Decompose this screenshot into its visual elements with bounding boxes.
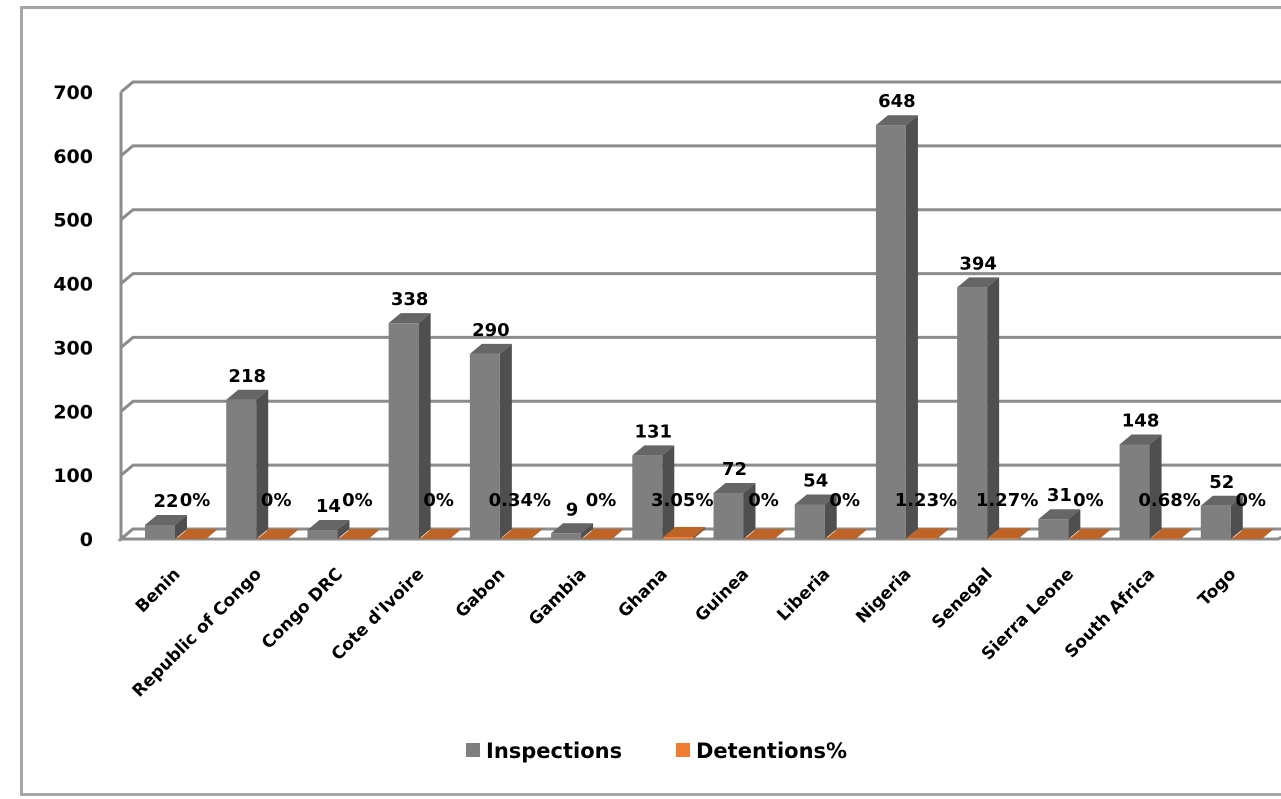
bar-side	[1150, 434, 1162, 539]
bar-front	[907, 538, 937, 539]
detentions-data-label: 0.34%	[489, 490, 551, 511]
legend-label: Detentions%	[696, 739, 847, 763]
inspections-data-label: 338	[391, 289, 429, 310]
inspections-data-label: 52	[1209, 472, 1234, 493]
y-tick-label: 400	[53, 274, 93, 296]
gridline	[121, 465, 1281, 475]
category-label: Congo DRC	[258, 564, 347, 653]
inspections-bar	[1120, 434, 1162, 539]
bar-front	[145, 525, 175, 539]
category-label: Gambia	[525, 564, 590, 629]
y-axis-ticks: 0 100 200 300 400 500 600 700	[53, 82, 93, 551]
category-label: Senegal	[928, 564, 997, 633]
bar-front	[795, 505, 825, 539]
inspections-data-label: 31	[1047, 485, 1072, 506]
gridlines	[121, 82, 1281, 475]
chart-walls	[121, 92, 1281, 539]
detentions-data-label: 0%	[1073, 490, 1104, 511]
y-tick-label: 300	[53, 337, 93, 359]
legend: Inspections Detentions%	[466, 739, 847, 763]
y-tick-label: 200	[53, 401, 93, 423]
detentions-data-label: 0%	[342, 490, 373, 511]
inspections-data-label: 9	[566, 499, 579, 520]
gridline	[121, 82, 1281, 92]
inspections-bar	[226, 390, 268, 539]
inspections-data-label: 54	[803, 471, 828, 492]
inspections-data-label: 22	[153, 491, 178, 512]
inspections-data-label: 131	[634, 421, 672, 442]
bar-front	[663, 537, 693, 539]
detentions-data-label: 1.23%	[895, 490, 957, 511]
category-label: Gabon	[452, 564, 510, 622]
y-tick-label: 0	[80, 529, 93, 551]
inspections-bar	[876, 115, 918, 539]
gridline	[121, 210, 1281, 220]
bar-front	[470, 354, 500, 539]
detentions-data-label: 0%	[261, 490, 292, 511]
bar-front	[714, 493, 744, 539]
inspections-data-label: 14	[316, 496, 341, 517]
legend-swatch	[676, 743, 690, 757]
legend-label: Inspections	[486, 739, 622, 763]
detentions-data-label: 3.05%	[651, 490, 713, 511]
detentions-data-label: 0%	[423, 490, 454, 511]
bar-front	[1201, 506, 1231, 539]
detentions-data-label: 0%	[586, 490, 617, 511]
gridline	[121, 146, 1281, 156]
category-label: Guinea	[692, 564, 754, 626]
bar-front	[551, 533, 581, 539]
bar-front	[389, 323, 419, 539]
category-label: Nigeria	[852, 564, 915, 627]
detentions-data-label: 1.27%	[976, 490, 1038, 511]
bar-front	[1038, 519, 1068, 539]
bar-front	[226, 400, 256, 539]
y-tick-label: 500	[53, 210, 93, 232]
inspections-data-label: 648	[878, 91, 916, 112]
bar-front	[307, 530, 337, 539]
bar-front	[988, 538, 1018, 539]
inspections-data-label: 218	[228, 366, 266, 387]
detentions-data-label: 0%	[180, 490, 211, 511]
inspections-data-label: 394	[959, 253, 997, 274]
legend-swatch	[466, 743, 480, 757]
detentions-data-label: 0%	[1236, 490, 1267, 511]
category-label: Ghana	[614, 564, 671, 621]
gridline	[121, 274, 1281, 284]
inspections-data-label: 72	[722, 459, 747, 480]
bar-side	[256, 390, 268, 539]
category-label: Liberia	[773, 564, 834, 625]
inspections-data-label: 290	[472, 320, 510, 341]
bar-side	[906, 115, 918, 539]
category-label: Togo	[1194, 564, 1240, 610]
detentions-data-label: 0%	[748, 490, 779, 511]
inspections-data-label: 148	[1122, 410, 1160, 431]
gridline	[121, 337, 1281, 347]
bars	[145, 115, 1274, 539]
y-tick-label: 600	[53, 146, 93, 168]
detentions-data-label: 0.68%	[1138, 490, 1200, 511]
gridline	[121, 401, 1281, 411]
y-tick-label: 700	[53, 82, 93, 104]
bar-front	[876, 125, 906, 539]
detentions-data-label: 0%	[829, 490, 860, 511]
y-tick-label: 100	[53, 465, 93, 487]
category-label: Benin	[132, 564, 185, 617]
